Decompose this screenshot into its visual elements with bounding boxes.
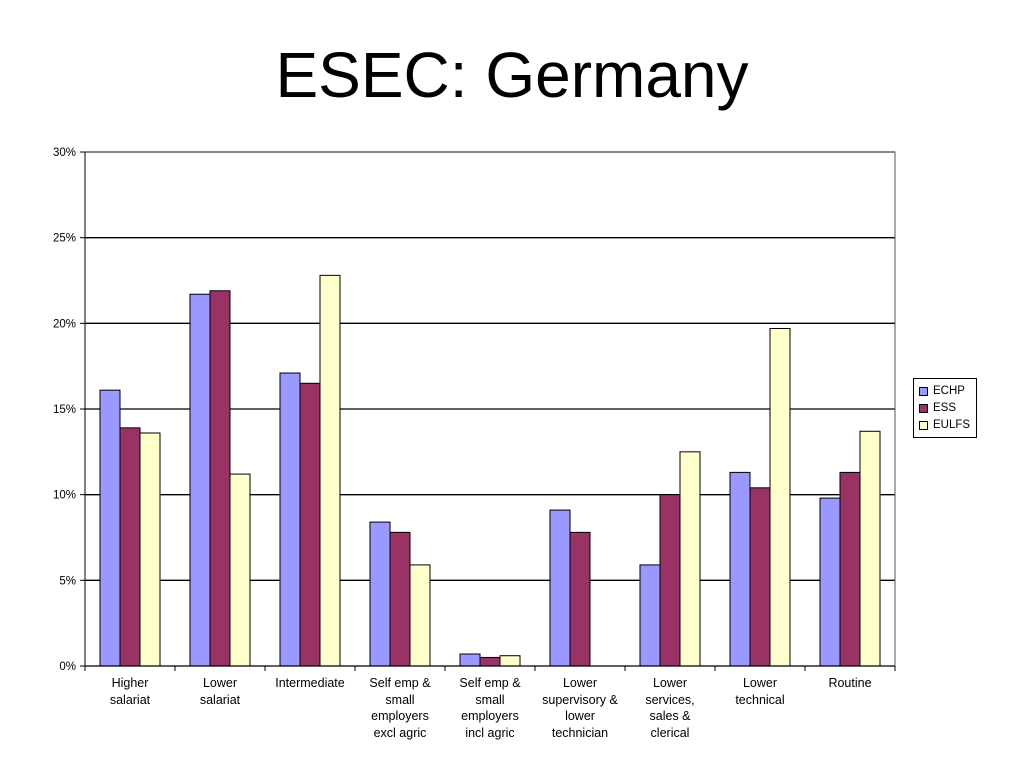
legend-swatch-echp — [919, 386, 928, 396]
legend: ECHP ESS EULFS — [913, 378, 977, 438]
bar-echp — [459, 653, 481, 667]
y-tick-label: 5% — [59, 575, 76, 587]
legend-item-eulfs: EULFS — [919, 418, 970, 432]
bar-echp — [819, 497, 841, 667]
bar-ess — [209, 290, 231, 667]
legend-label-echp: ECHP — [933, 385, 965, 397]
x-tick-label: Intermediate — [275, 676, 345, 690]
legend-label-ess: ESS — [933, 402, 957, 414]
y-tick-label: 25% — [53, 233, 76, 245]
bar-ess — [479, 656, 501, 667]
bar-ess — [299, 382, 321, 667]
bar-echp — [99, 389, 121, 667]
bar-eulfs — [499, 655, 521, 667]
bar-echp — [279, 372, 301, 667]
x-tick-label: Self emp & small employers incl agric — [459, 676, 521, 740]
legend-label-eulfs: EULFS — [933, 419, 971, 431]
x-tick-label: Routine — [828, 676, 872, 690]
y-tick-label: 10% — [53, 490, 76, 502]
y-tick-label: 15% — [53, 404, 76, 416]
legend-item-ess: ESS — [919, 401, 956, 415]
x-tick-label: Lower supervisory & lower technician — [542, 676, 618, 740]
legend-swatch-eulfs — [919, 420, 928, 430]
x-tick-label: Lower salariat — [199, 676, 241, 707]
bar-eulfs — [769, 327, 791, 667]
bar-echp — [189, 293, 211, 667]
y-tick-label: 0% — [59, 661, 76, 673]
x-tick-label: Self emp & small employers excl agric — [369, 676, 431, 740]
bar-eulfs — [319, 274, 341, 667]
x-tick-label: Lower services, sales & clerical — [645, 676, 695, 740]
bar-ess — [659, 494, 681, 667]
bar-ess — [839, 471, 861, 667]
bar-ess — [119, 427, 141, 667]
y-tick-label: 30% — [53, 147, 76, 159]
x-tick-label: Higher salariat — [109, 676, 151, 707]
bar-echp — [549, 509, 571, 667]
chart-title: ESEC: Germany — [275, 39, 749, 111]
bar-echp — [639, 564, 661, 667]
bar-eulfs — [139, 432, 161, 667]
bar-ess — [569, 531, 591, 667]
bar-echp — [369, 521, 391, 667]
bar-ess — [389, 531, 411, 667]
bar-echp — [729, 471, 751, 667]
y-tick-label: 20% — [53, 318, 76, 330]
bar-eulfs — [229, 473, 251, 667]
bar-eulfs — [679, 451, 701, 667]
legend-item-echp: ECHP — [919, 384, 965, 398]
bar-eulfs — [409, 564, 431, 667]
legend-swatch-ess — [919, 403, 928, 413]
x-tick-label: Lower technical — [735, 676, 785, 707]
bar-eulfs — [859, 430, 881, 667]
bar-ess — [749, 487, 771, 667]
